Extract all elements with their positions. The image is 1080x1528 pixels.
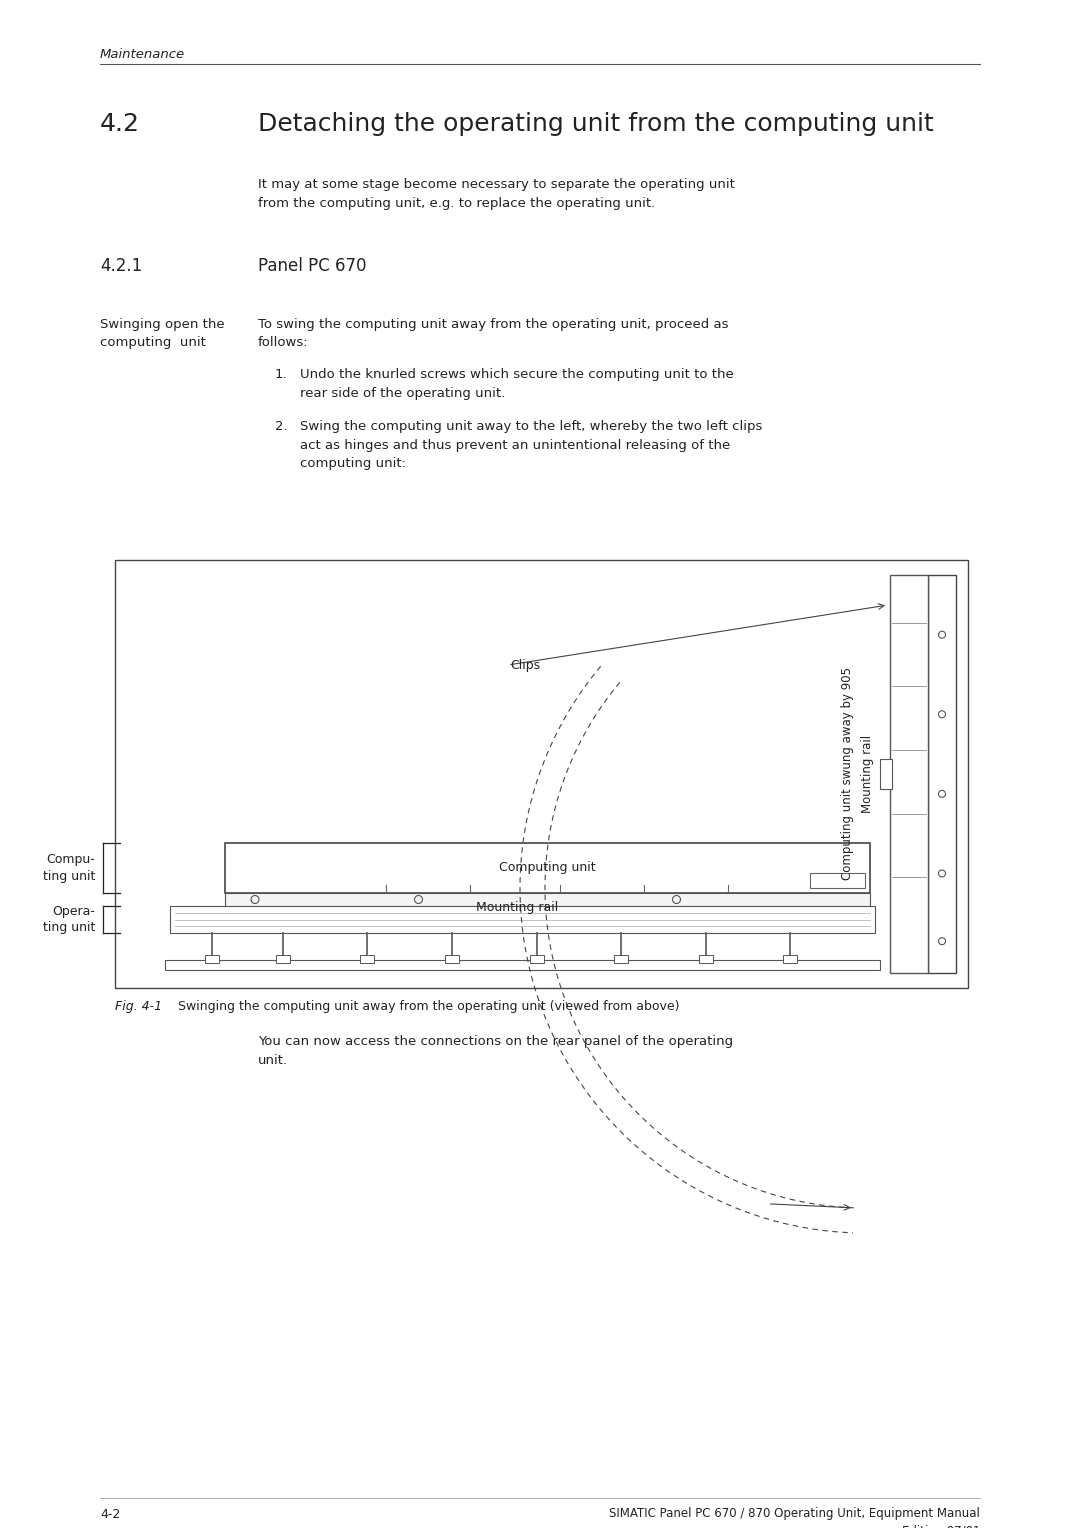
Bar [205,955,219,963]
Text: Mounting rail: Mounting rail [862,735,875,813]
Bar [529,955,543,963]
Text: Undo the knurled screws which secure the computing unit to the
rear side of the : Undo the knurled screws which secure the… [300,368,733,399]
Bar [275,955,289,963]
Text: 1.: 1. [275,368,287,380]
Text: 4-2: 4-2 [100,1508,120,1520]
Bar [170,906,875,934]
Text: Swinging the computing unit away from the operating unit (viewed from above): Swinging the computing unit away from th… [178,999,679,1013]
Text: SIMATIC Panel PC 670 / 870 Operating Unit, Equipment Manual
Edition 07/01: SIMATIC Panel PC 670 / 870 Operating Uni… [609,1507,980,1528]
Text: 4.2.1: 4.2.1 [100,257,143,275]
Bar [880,759,892,788]
Bar [615,955,629,963]
Text: Swing the computing unit away to the left, whereby the two left clips
act as hin: Swing the computing unit away to the lef… [300,420,762,471]
Text: Panel PC 670: Panel PC 670 [258,257,366,275]
Text: Fig. 4-1: Fig. 4-1 [114,999,162,1013]
Text: Compu-
ting unit: Compu- ting unit [42,853,95,883]
Bar [114,559,968,989]
Bar [783,955,797,963]
Text: Clips: Clips [510,659,540,671]
Bar [165,960,880,970]
Text: It may at some stage become necessary to separate the operating unit
from the co: It may at some stage become necessary to… [258,177,734,209]
Text: Computing unit swung away by 905: Computing unit swung away by 905 [841,668,854,880]
Text: Mounting rail: Mounting rail [476,902,558,914]
Text: 4.2: 4.2 [100,112,140,136]
Text: Swinging open the
computing  unit: Swinging open the computing unit [100,318,225,348]
Bar [225,892,870,906]
Text: To swing the computing unit away from the operating unit, proceed as
follows:: To swing the computing unit away from th… [258,318,729,348]
Bar [225,843,870,892]
Bar [445,955,459,963]
Text: Opera-
ting unit: Opera- ting unit [42,905,95,935]
Text: 2.: 2. [275,420,287,432]
Bar [699,955,713,963]
Bar [928,575,956,973]
Text: Detaching the operating unit from the computing unit: Detaching the operating unit from the co… [258,112,934,136]
Bar [361,955,375,963]
Text: Maintenance: Maintenance [100,47,185,61]
Text: You can now access the connections on the rear panel of the operating
unit.: You can now access the connections on th… [258,1034,733,1067]
Bar [890,575,928,973]
Bar [810,872,865,888]
Text: Computing unit: Computing unit [499,862,596,874]
